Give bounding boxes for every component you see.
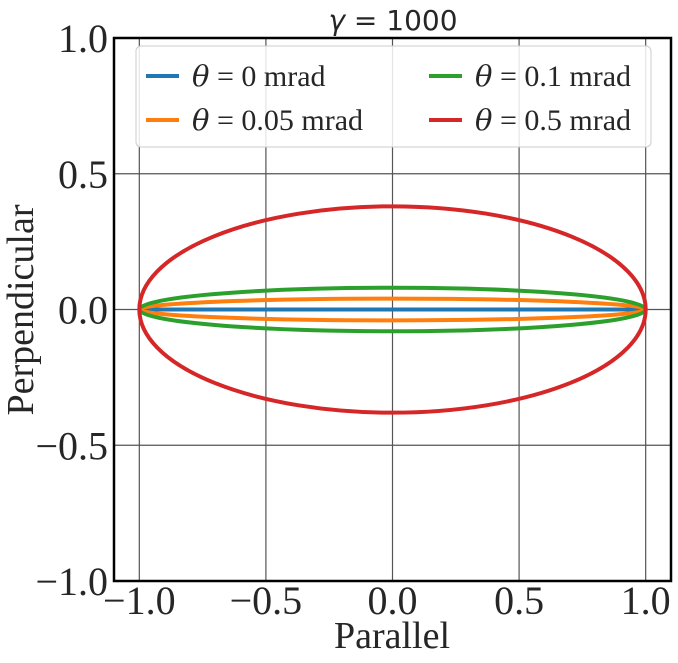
legend-label-text: = 0 mrad bbox=[209, 60, 325, 93]
x-tick-labels: −1.0 −0.5 0.0 0.5 1.0 bbox=[103, 578, 671, 623]
legend-label-1: θ = 0.05 mrad bbox=[192, 103, 363, 137]
legend-label-text: = 0.05 mrad bbox=[209, 104, 363, 137]
y-tick-labels: −1.0 −0.5 0.0 0.5 1.0 bbox=[35, 16, 108, 604]
legend-theta-symbol: θ bbox=[192, 59, 209, 93]
axes-frame bbox=[112, 36, 673, 583]
legend-label-2: θ = 0.1 mrad bbox=[475, 59, 631, 93]
x-tick-label: −1.0 bbox=[103, 578, 176, 623]
curves bbox=[137, 204, 648, 415]
y-tick-label: 0.5 bbox=[58, 152, 108, 197]
legend-label-text: = 0.1 mrad bbox=[492, 60, 631, 93]
x-tick-label: 0.0 bbox=[368, 578, 418, 623]
y-tick-label: 0.0 bbox=[58, 288, 108, 333]
legend-label-0: θ = 0 mrad bbox=[192, 59, 326, 93]
title-text: = 1000 bbox=[345, 4, 458, 37]
legend-label-text: = 0.5 mrad bbox=[492, 104, 631, 137]
y-tick-label: −1.0 bbox=[35, 559, 108, 604]
legend-theta-symbol: θ bbox=[475, 59, 492, 93]
series-curve-3 bbox=[137, 204, 648, 415]
y-axis-label: Perpendicular bbox=[0, 204, 42, 415]
legend-label-3: θ = 0.5 mrad bbox=[475, 103, 631, 137]
legend-box bbox=[135, 45, 652, 148]
y-tick-label: 1.0 bbox=[58, 16, 108, 61]
x-tick-label: 0.5 bbox=[494, 578, 544, 623]
legend-theta-symbol: θ bbox=[475, 103, 492, 137]
x-tick-label: 1.0 bbox=[621, 578, 671, 623]
x-tick-label: −0.5 bbox=[230, 578, 303, 623]
title-gamma-symbol: γ bbox=[328, 4, 346, 37]
chart-title: γ = 1000 bbox=[328, 4, 457, 37]
legend-theta-symbol: θ bbox=[192, 103, 209, 137]
x-axis-label: Parallel bbox=[334, 615, 450, 657]
y-tick-label: −0.5 bbox=[35, 423, 108, 468]
